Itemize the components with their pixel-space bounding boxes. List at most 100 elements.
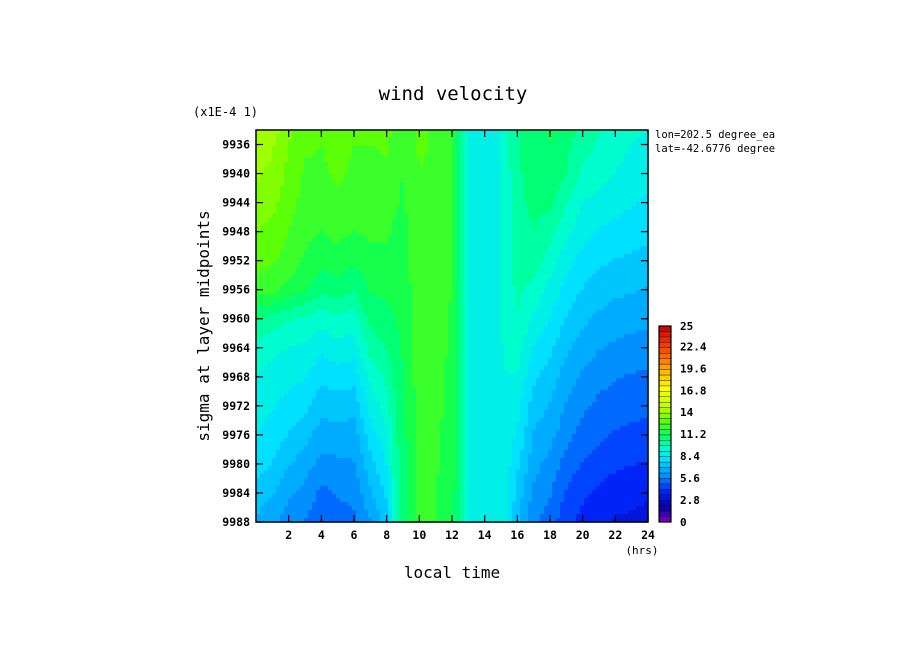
heat-cell bbox=[616, 194, 621, 199]
heat-cell bbox=[532, 294, 537, 299]
heat-cell bbox=[388, 250, 393, 255]
heat-cell bbox=[400, 322, 405, 327]
heat-cell bbox=[532, 282, 537, 287]
heat-cell bbox=[592, 166, 597, 171]
heat-cell bbox=[556, 290, 561, 295]
heat-cell bbox=[636, 254, 641, 259]
heat-cell bbox=[608, 210, 613, 215]
heat-cell bbox=[336, 206, 341, 211]
heat-cell bbox=[260, 182, 265, 187]
heat-cell bbox=[440, 258, 445, 263]
heat-cell bbox=[612, 154, 617, 159]
heat-cell bbox=[332, 270, 337, 275]
heat-cell bbox=[544, 270, 549, 275]
heat-cell bbox=[260, 202, 265, 207]
heat-cell bbox=[600, 278, 605, 283]
heat-cell bbox=[400, 298, 405, 303]
heat-cell bbox=[416, 266, 421, 271]
heat-cell bbox=[592, 238, 597, 243]
heat-cell bbox=[428, 234, 433, 239]
heat-cell bbox=[448, 250, 453, 255]
heat-cell bbox=[408, 246, 413, 251]
heat-cell bbox=[592, 158, 597, 163]
heat-cell bbox=[368, 250, 373, 255]
heat-cell bbox=[384, 326, 389, 331]
heat-cell bbox=[432, 170, 437, 175]
heat-cell bbox=[412, 230, 417, 235]
heat-cell bbox=[372, 306, 377, 311]
heat-cell bbox=[396, 134, 401, 139]
heat-cell bbox=[320, 198, 325, 203]
heat-cell bbox=[308, 238, 313, 243]
heat-cell bbox=[356, 134, 361, 139]
heat-cell bbox=[488, 186, 493, 191]
heat-cell bbox=[632, 214, 637, 219]
heat-cell bbox=[256, 290, 261, 295]
heat-cell bbox=[560, 242, 565, 247]
heat-cell bbox=[524, 266, 529, 271]
heat-cell bbox=[644, 146, 649, 151]
heat-cell bbox=[296, 194, 301, 199]
heat-cell bbox=[488, 246, 493, 251]
heat-cell bbox=[508, 166, 513, 171]
heat-cell bbox=[624, 138, 629, 143]
heat-cell bbox=[564, 218, 569, 223]
heat-cell bbox=[608, 246, 613, 251]
heat-cell bbox=[388, 238, 393, 243]
heat-cell bbox=[588, 258, 593, 263]
heat-cell bbox=[304, 298, 309, 303]
heat-cell bbox=[280, 246, 285, 251]
heat-cell bbox=[560, 178, 565, 183]
heat-cell bbox=[516, 326, 521, 331]
heat-cell bbox=[296, 302, 301, 307]
heat-cell bbox=[516, 174, 521, 179]
heat-cell bbox=[428, 154, 433, 159]
heat-cell bbox=[336, 134, 341, 139]
heat-cell bbox=[548, 218, 553, 223]
heat-cell bbox=[476, 250, 481, 255]
heat-cell bbox=[476, 222, 481, 227]
heat-cell bbox=[572, 162, 577, 167]
heat-cell bbox=[312, 174, 317, 179]
heat-cell bbox=[524, 186, 529, 191]
heat-cell bbox=[392, 174, 397, 179]
heat-cell bbox=[444, 298, 449, 303]
heat-cell bbox=[588, 306, 593, 311]
heat-cell bbox=[508, 278, 513, 283]
heat-cell bbox=[604, 202, 609, 207]
heat-cell bbox=[456, 286, 461, 291]
heat-cell bbox=[332, 130, 337, 135]
heat-cell bbox=[416, 194, 421, 199]
heat-cell bbox=[504, 258, 509, 263]
heat-cell bbox=[336, 182, 341, 187]
heat-cell bbox=[304, 190, 309, 195]
heat-cell bbox=[296, 274, 301, 279]
heat-cell bbox=[336, 166, 341, 171]
heat-cell bbox=[492, 330, 497, 335]
heat-cell bbox=[624, 150, 629, 155]
heat-cell bbox=[304, 214, 309, 219]
heat-cell bbox=[628, 158, 633, 163]
heat-cell bbox=[444, 318, 449, 323]
heat-cell bbox=[632, 306, 637, 311]
heat-cell bbox=[552, 290, 557, 295]
heat-cell bbox=[624, 246, 629, 251]
heat-cell bbox=[312, 230, 317, 235]
heat-cell bbox=[452, 254, 457, 259]
heat-cell bbox=[636, 194, 641, 199]
heat-cell bbox=[572, 306, 577, 311]
heat-cell bbox=[632, 226, 637, 231]
heat-cell bbox=[356, 146, 361, 151]
heat-cell bbox=[292, 142, 297, 147]
heat-cell bbox=[396, 186, 401, 191]
heat-cell bbox=[348, 206, 353, 211]
heat-cell bbox=[552, 306, 557, 311]
heat-cell bbox=[492, 174, 497, 179]
heat-cell bbox=[448, 182, 453, 187]
heat-cell bbox=[536, 154, 541, 159]
heat-cell bbox=[620, 158, 625, 163]
heat-cell bbox=[640, 210, 645, 215]
heat-cell bbox=[512, 142, 517, 147]
heat-cell bbox=[500, 214, 505, 219]
heat-cell bbox=[260, 138, 265, 143]
